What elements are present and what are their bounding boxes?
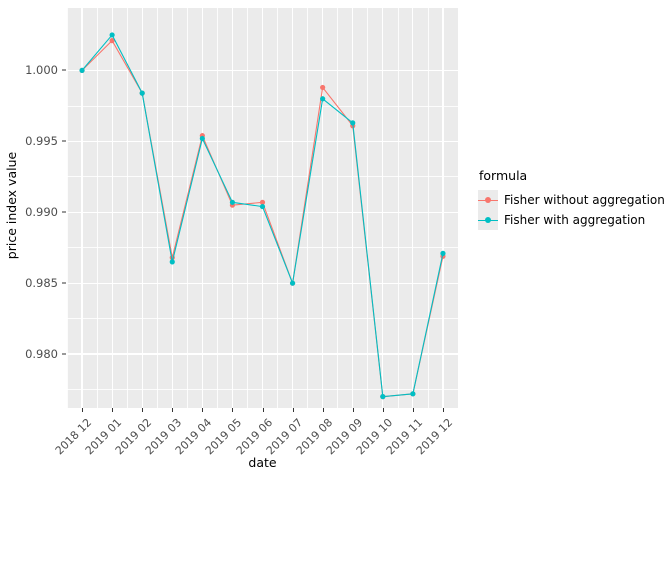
legend-entry-1[interactable]: Fisher without aggregation [478, 190, 668, 210]
legend-entries: Fisher without aggregation Fisher with ag… [478, 190, 668, 230]
y-tick-label-0: 1.000 [25, 63, 58, 77]
x-tick-mark-11 [413, 408, 414, 412]
series-layer [67, 8, 458, 408]
x-tick-mark-4 [202, 408, 203, 412]
data-point [260, 204, 265, 209]
y-tick-mark-1 [62, 141, 66, 142]
y-tick-label-4: 0.980 [25, 347, 58, 361]
data-point [110, 32, 115, 37]
y-tick-mark-0 [62, 70, 66, 71]
series-line [82, 41, 443, 397]
x-tick-mark-12 [443, 408, 444, 412]
data-point [170, 259, 175, 264]
y-tick-mark-4 [62, 354, 66, 355]
data-point [140, 91, 145, 96]
data-point [79, 68, 84, 73]
x-tick-mark-1 [112, 408, 113, 412]
series-1 [79, 38, 445, 399]
legend-entry-label: Fisher with aggregation [504, 213, 645, 227]
y-tick-mark-2 [62, 212, 66, 213]
data-point [410, 391, 415, 396]
y-axis-tick-labels: 1.000 0.995 0.990 0.985 0.980 [0, 0, 58, 410]
x-tick-mark-8 [323, 408, 324, 412]
x-tick-mark-7 [293, 408, 294, 412]
legend-key-point-icon [485, 197, 491, 203]
series-line [82, 35, 443, 397]
x-axis-title: date [67, 455, 458, 470]
data-point [230, 200, 235, 205]
x-tick-mark-3 [172, 408, 173, 412]
legend-key-swatch [478, 210, 498, 230]
data-point [350, 120, 355, 125]
x-tick-mark-2 [142, 408, 143, 412]
y-tick-label-1: 0.995 [25, 134, 58, 148]
x-tick-mark-5 [232, 408, 233, 412]
legend-title: formula [478, 168, 668, 183]
data-point [200, 136, 205, 141]
plot-panel [67, 8, 458, 408]
x-tick-mark-10 [383, 408, 384, 412]
data-point [440, 251, 445, 256]
data-point [320, 96, 325, 101]
x-tick-mark-6 [263, 408, 264, 412]
legend-key-point-icon [485, 217, 491, 223]
y-tick-mark-3 [62, 283, 66, 284]
data-point [290, 281, 295, 286]
y-tick-label-3: 0.985 [25, 276, 58, 290]
data-point [320, 85, 325, 90]
series-2 [79, 32, 445, 399]
x-tick-mark-0 [82, 408, 83, 412]
y-tick-label-2: 0.990 [25, 205, 58, 219]
x-tick-mark-9 [353, 408, 354, 412]
legend-key-swatch [478, 190, 498, 210]
legend-entry-2[interactable]: Fisher with aggregation [478, 210, 668, 230]
legend-entry-label: Fisher without aggregation [504, 193, 665, 207]
data-point [380, 394, 385, 399]
